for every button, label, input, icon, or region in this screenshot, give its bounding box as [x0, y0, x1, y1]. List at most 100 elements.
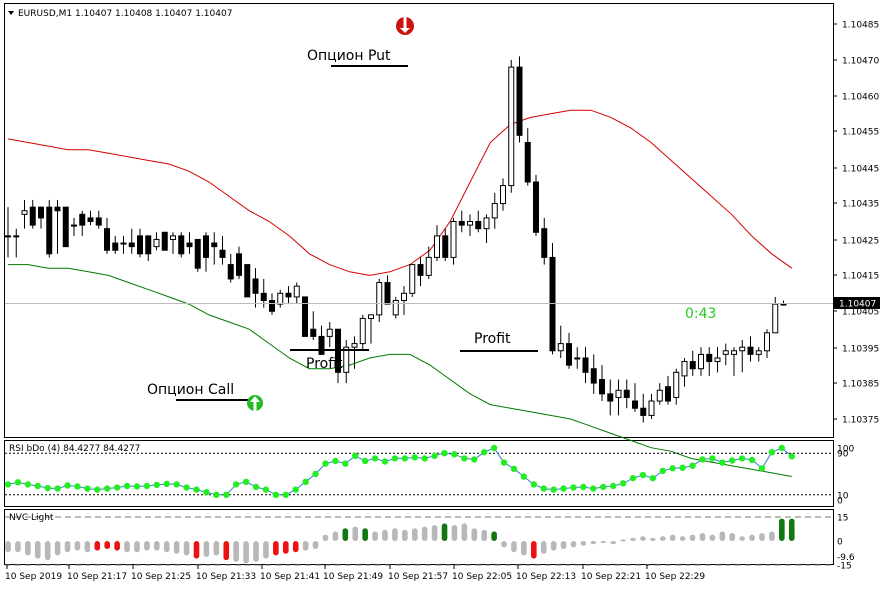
candle[interactable] — [623, 379, 630, 409]
candle[interactable] — [764, 329, 770, 358]
candle[interactable] — [392, 296, 399, 319]
candle[interactable] — [508, 59, 515, 193]
candle[interactable] — [722, 343, 729, 366]
candle[interactable] — [351, 336, 358, 369]
candle[interactable] — [442, 228, 449, 261]
candle[interactable] — [252, 268, 259, 308]
candle[interactable] — [755, 347, 762, 362]
candle[interactable] — [434, 225, 440, 261]
candle[interactable] — [145, 235, 152, 261]
candle[interactable] — [533, 174, 539, 236]
candle[interactable] — [599, 365, 605, 402]
candle[interactable] — [747, 336, 754, 362]
candle[interactable] — [244, 264, 251, 298]
candle[interactable] — [656, 383, 663, 405]
candle[interactable] — [269, 293, 275, 315]
candle[interactable] — [524, 128, 531, 186]
candle[interactable] — [277, 289, 284, 308]
candle[interactable] — [203, 232, 209, 272]
candle[interactable] — [458, 210, 465, 233]
candle[interactable] — [772, 296, 779, 334]
candle[interactable] — [731, 347, 737, 376]
candle[interactable] — [500, 178, 506, 211]
candle[interactable] — [194, 238, 201, 272]
candle[interactable] — [236, 246, 242, 279]
candle[interactable] — [739, 340, 746, 373]
candle[interactable] — [483, 214, 490, 244]
candle[interactable] — [368, 314, 374, 344]
candle[interactable] — [491, 192, 498, 229]
candle[interactable] — [186, 232, 193, 254]
candle[interactable] — [161, 231, 168, 251]
candle[interactable] — [566, 332, 572, 369]
candle[interactable] — [13, 228, 20, 258]
time-axis[interactable]: 10 Sep 2019 10 Sep 21:17 10 Sep 21:25 10 Se… — [5, 565, 705, 582]
candle[interactable] — [326, 322, 333, 348]
price-axis[interactable]: 1.10485 1.10470 1.10460 1.10455 1.10445 1.104… — [833, 21, 879, 426]
candle[interactable] — [112, 235, 119, 254]
candle[interactable] — [211, 232, 218, 265]
candle[interactable] — [574, 347, 581, 369]
price-plot[interactable] — [5, 56, 793, 477]
candle[interactable] — [450, 217, 457, 265]
candle[interactable] — [29, 199, 36, 229]
candle[interactable] — [780, 300, 787, 306]
candle[interactable] — [153, 232, 160, 251]
candle[interactable] — [54, 199, 61, 254]
candle[interactable] — [475, 210, 482, 233]
candle[interactable] — [541, 217, 548, 265]
candle[interactable] — [467, 214, 473, 236]
candle[interactable] — [425, 246, 432, 279]
chart-dropdown-icon[interactable] — [8, 11, 14, 15]
candle[interactable] — [260, 278, 267, 308]
candle[interactable] — [62, 206, 69, 248]
candle[interactable] — [648, 393, 655, 419]
candle[interactable] — [417, 257, 424, 287]
candle[interactable] — [698, 347, 704, 376]
candle[interactable] — [582, 347, 589, 384]
candle[interactable] — [128, 228, 135, 254]
candle[interactable] — [87, 210, 94, 226]
candle[interactable] — [137, 228, 143, 258]
candle[interactable] — [549, 243, 556, 355]
candle[interactable] — [170, 232, 176, 254]
candle[interactable] — [681, 357, 688, 387]
candle[interactable] — [689, 350, 696, 376]
candle[interactable] — [615, 379, 622, 416]
candle[interactable] — [714, 347, 721, 373]
candle[interactable] — [310, 311, 317, 340]
nvc-plot[interactable] — [5, 516, 833, 566]
candle[interactable] — [673, 368, 680, 405]
candle[interactable] — [104, 217, 110, 254]
candle[interactable] — [384, 275, 391, 305]
candle[interactable] — [665, 375, 671, 405]
candle[interactable] — [343, 340, 350, 384]
candle[interactable] — [401, 286, 407, 315]
candle[interactable] — [557, 325, 564, 358]
candle[interactable] — [219, 235, 226, 265]
candle[interactable] — [632, 383, 638, 412]
candle[interactable] — [120, 235, 127, 254]
candle[interactable] — [71, 217, 77, 236]
candle[interactable] — [607, 379, 614, 416]
candle[interactable] — [21, 199, 28, 229]
candle[interactable] — [590, 354, 597, 394]
candle[interactable] — [79, 210, 86, 236]
candle[interactable] — [302, 296, 308, 337]
candle[interactable] — [706, 347, 713, 376]
candle[interactable] — [293, 282, 300, 305]
candle[interactable] — [5, 207, 11, 258]
candle[interactable] — [46, 199, 53, 258]
candle[interactable] — [227, 253, 234, 283]
candle[interactable] — [376, 278, 383, 323]
candle[interactable] — [516, 56, 523, 143]
candle[interactable] — [359, 314, 366, 351]
candle[interactable] — [95, 210, 102, 229]
candle[interactable] — [285, 286, 292, 305]
candle[interactable] — [38, 206, 44, 229]
candle[interactable] — [640, 393, 647, 423]
rsi-plot[interactable] — [4, 444, 833, 498]
candle[interactable] — [178, 232, 185, 258]
